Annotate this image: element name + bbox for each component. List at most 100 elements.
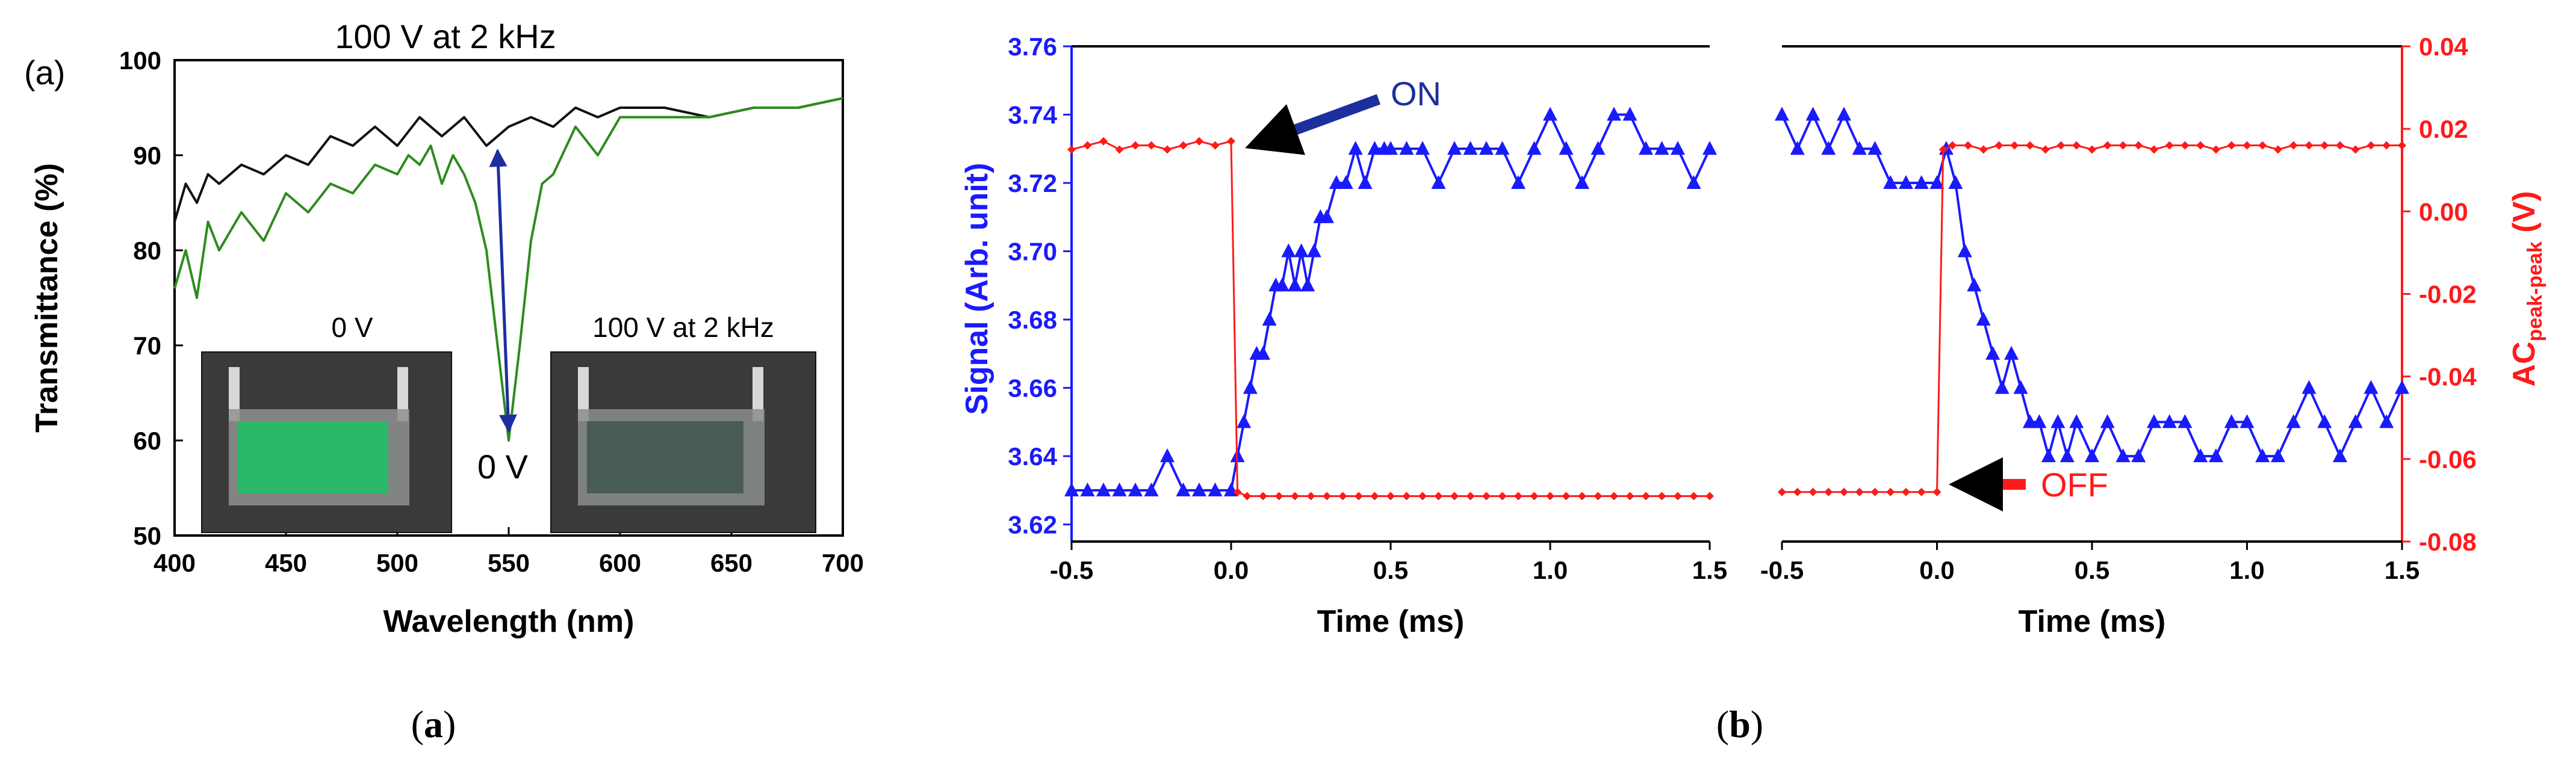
inset-label-0v: 0 V [331, 312, 373, 343]
y-tick-label: 3.70 [1008, 238, 1057, 266]
ac-point [2382, 141, 2391, 150]
y2-tick-label: -0.02 [2419, 280, 2477, 309]
ac-point [2320, 141, 2329, 150]
signal-point [1128, 482, 1143, 496]
signal-point [1607, 107, 1621, 121]
ac-point [2289, 141, 2298, 150]
signal-point [1096, 482, 1111, 496]
signal-point [1306, 243, 1321, 258]
x-tick-label: 0.5 [1373, 556, 1408, 584]
signal-point [2032, 414, 2047, 428]
ac-point [1323, 492, 1331, 501]
y-tick-label: 3.64 [1008, 442, 1057, 471]
ac-point [1498, 492, 1507, 501]
x-tick-label: 0.0 [1919, 556, 1954, 584]
signal-point [1575, 175, 1589, 190]
on-arrow [1245, 94, 1381, 155]
panel-b: -0.5 0.0 0.5 1.0 1.5 3.62 3.64 3.66 3.68 3.70 3.7… [960, 32, 2547, 746]
signal-point [1300, 277, 1315, 292]
signal-point [2023, 414, 2037, 428]
y2-tick-label: -0.04 [2419, 363, 2477, 391]
signal-point [2224, 414, 2239, 428]
ac-point [2056, 141, 2065, 150]
ac-point [1546, 492, 1554, 501]
signal-point [2333, 448, 2347, 463]
x-tick-label: 1.0 [1533, 556, 1568, 584]
ac-point [1418, 492, 1427, 501]
y2-label-unit: (V) [2507, 191, 2542, 241]
panel-b-left-x-axis-label: Time (ms) [1317, 604, 1465, 639]
ac-point [1163, 145, 1172, 154]
signal-point [1262, 312, 1277, 326]
y-tick-label: 50 [133, 522, 161, 550]
ac-point [1450, 492, 1459, 501]
signal-point [1967, 277, 1982, 292]
panel-b-left-y-ticks: 3.62 3.64 3.66 3.68 3.70 3.72 3.74 3.76 [1008, 32, 1072, 539]
ac-point [1243, 492, 1252, 501]
signal-point [2013, 380, 2028, 394]
panel-b-left-series [1064, 107, 1717, 501]
inset-label-100v: 100 V at 2 kHz [592, 312, 774, 343]
signal-point [2379, 414, 2394, 428]
signal-point [1559, 141, 1574, 155]
x-tick-label: 500 [376, 549, 418, 577]
signal-point [1495, 141, 1510, 155]
ac-point [1131, 141, 1140, 150]
signal-point [1358, 175, 1373, 190]
x-tick-label: 400 [154, 549, 196, 577]
signal-point [1320, 209, 1334, 223]
signal-point [1527, 141, 1542, 155]
y-tick-label: 80 [133, 236, 161, 265]
panel-a-y-axis-label: Transmittance (%) [29, 163, 64, 433]
signal-point [2348, 414, 2363, 428]
signal-point [1144, 482, 1159, 496]
signal-point [1256, 345, 1270, 360]
signal-point [1914, 175, 1929, 190]
signal-point [1976, 312, 1991, 326]
panel-b-right: -0.5 0.0 0.5 1.0 1.5 -0.08 -0.06 -0.04 -0.02 0.0… [1760, 32, 2547, 639]
signal-point [1957, 243, 1972, 258]
signal-point [1447, 141, 1462, 155]
x-tick-label: 550 [488, 549, 530, 577]
y-tick-label: 3.66 [1008, 374, 1057, 403]
signal-point [1338, 175, 1353, 190]
ac-point [1778, 487, 1786, 496]
signal-point [1790, 141, 1805, 155]
signal-point [2085, 448, 2099, 463]
ac-point [1562, 492, 1571, 501]
signal-point [1702, 141, 1717, 155]
panel-b-left: -0.5 0.0 0.5 1.0 1.5 3.62 3.64 3.66 3.68 3.70 3.7… [960, 32, 1727, 639]
ac-point [2103, 141, 2112, 150]
signal-point [1080, 482, 1095, 496]
signal-point [1431, 175, 1446, 190]
signal-point [2131, 448, 2146, 463]
signal-point [2147, 414, 2161, 428]
signal-point [1591, 141, 1606, 155]
y-tick-label: 3.72 [1008, 169, 1057, 197]
x-tick-label: -0.5 [1760, 556, 1804, 584]
ac-point [1386, 492, 1395, 501]
panel-b-y2-axis-label: ACpeak-peak (V) [2507, 191, 2547, 386]
signal-point [1274, 277, 1290, 292]
ac-point [1824, 487, 1833, 496]
signal-point [1479, 141, 1494, 155]
ac-point [1994, 141, 2003, 150]
x-tick-label: 700 [822, 549, 864, 577]
x-tick-label: 1.5 [2385, 556, 2419, 584]
signal-point [2115, 448, 2131, 463]
inset-photo-0v [201, 351, 452, 533]
ac-point [1674, 492, 1682, 501]
ac-point [2258, 141, 2267, 150]
signal-point [1383, 141, 1398, 155]
signal-point [1367, 141, 1382, 155]
y2-tick-label: 0.02 [2419, 115, 2468, 143]
signal-point [1348, 141, 1363, 155]
inset-photo-100v [550, 351, 816, 533]
panel-a-tag: (a) [24, 54, 65, 91]
signal-point [1994, 380, 2010, 394]
x-tick-label: 600 [599, 549, 641, 577]
ac-point [2010, 141, 2019, 150]
x-tick-label: 1.0 [2229, 556, 2264, 584]
signal-point [2317, 414, 2332, 428]
ac-point [2180, 141, 2190, 150]
